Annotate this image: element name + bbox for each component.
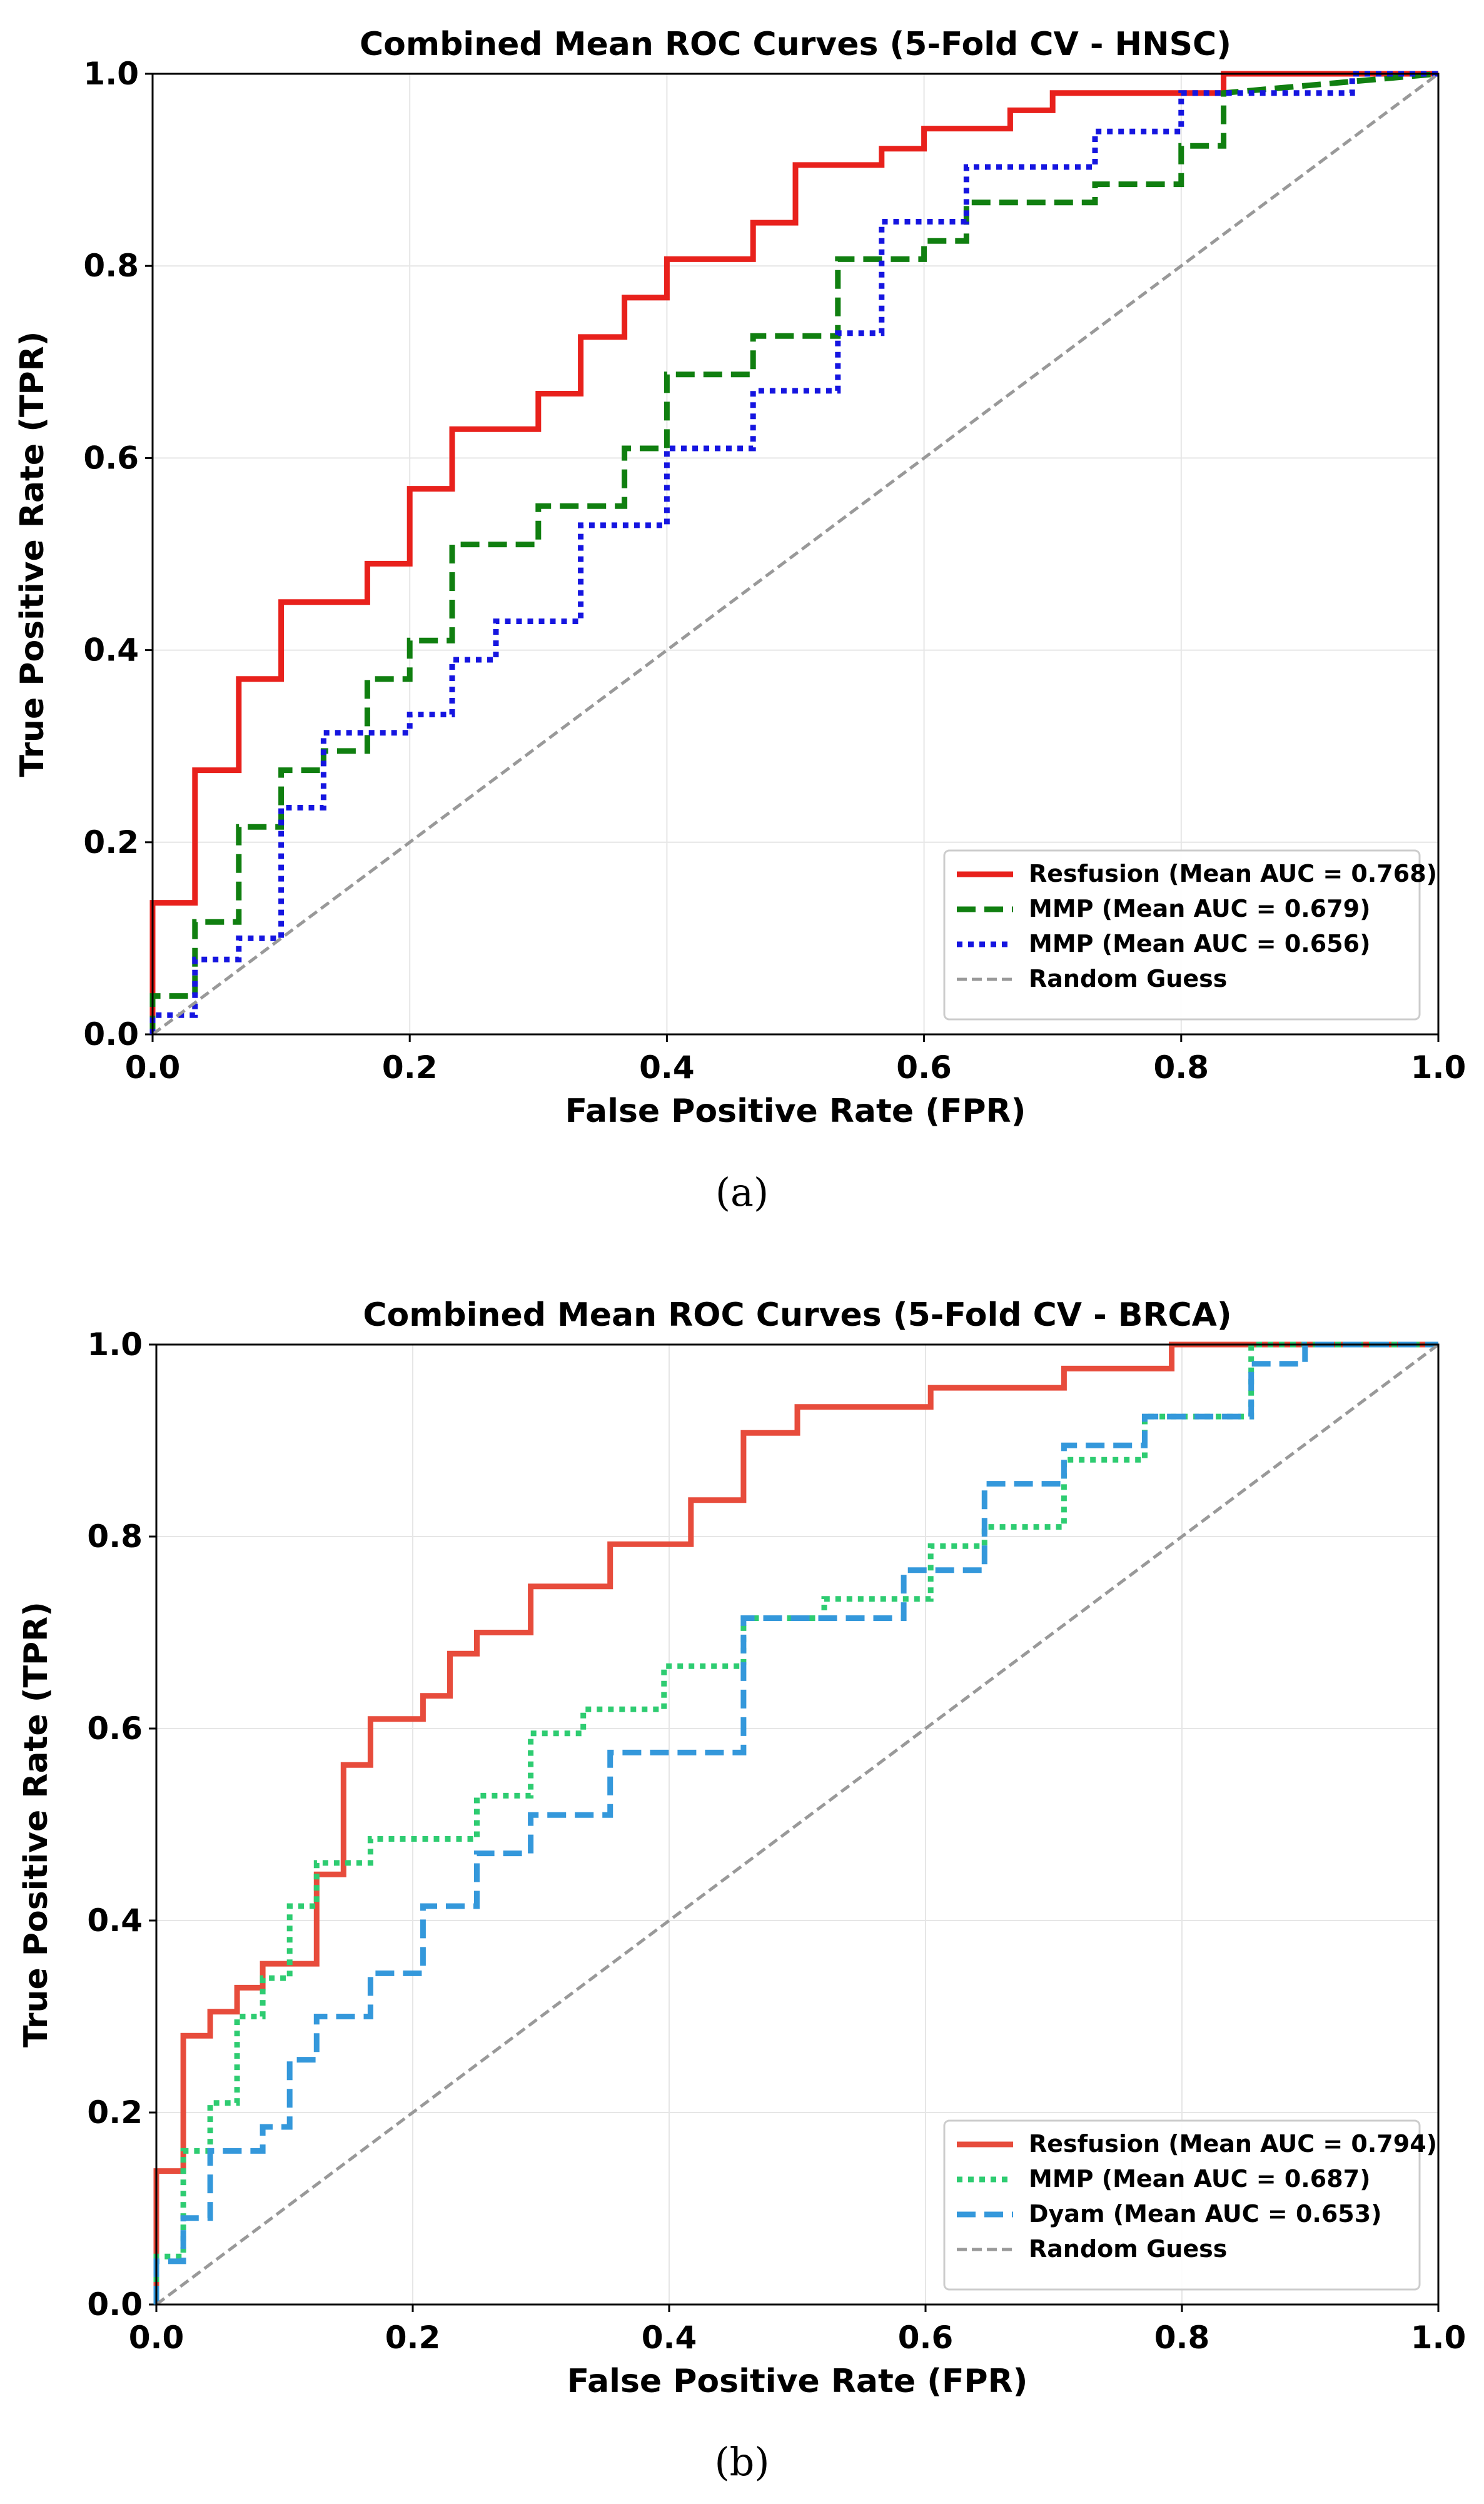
x-tick-label: 0.8	[1154, 2320, 1210, 2356]
y-tick-label: 0.0	[87, 2286, 143, 2323]
axes-frame	[155, 1343, 1440, 2306]
y-axis-label: True Positive Rate (TPR)	[18, 1602, 55, 2047]
axes-frame	[151, 73, 1440, 1036]
legend-entry-label: Dyam (Mean AUC = 0.653)	[1029, 2200, 1382, 2228]
y-axis-label: True Positive Rate (TPR)	[14, 331, 51, 777]
x-tick-label: 1.0	[1411, 1049, 1466, 1086]
legend-entry-label: MMP (Mean AUC = 0.679)	[1029, 895, 1370, 922]
roc-series-line-2	[153, 1341, 1438, 2305]
x-axis-label: False Positive Rate (FPR)	[565, 1093, 1026, 1130]
chart-title: Combined Mean ROC Curves (5-Fold CV - HN…	[360, 26, 1231, 63]
roc-series-line-0	[149, 71, 1438, 1034]
x-tick-label: 0.6	[896, 1049, 952, 1086]
chart-panel-0: 0.0 0.2 0.4 0.6 0.8 1.0 0.0 0.2 0.4 0.6 0.8 1.0 Comb…	[14, 26, 1466, 1130]
random-guess-line	[151, 72, 1440, 1036]
y-tick-label: 0.4	[83, 632, 139, 669]
subfigure-caption-b: (b)	[714, 2439, 770, 2485]
x-tick-label: 0.0	[125, 1049, 181, 1086]
x-tick-label: 0.2	[385, 2320, 441, 2356]
y-tick-label: 0.8	[83, 248, 139, 284]
x-axis-label: False Positive Rate (FPR)	[567, 2363, 1028, 2400]
subfigure-caption-a: (a)	[715, 1169, 769, 1215]
legend-entry-label: Resfusion (Mean AUC = 0.768)	[1029, 860, 1437, 887]
roc-series-line-1	[149, 71, 1439, 1034]
y-tick-label: 0.0	[83, 1016, 139, 1053]
roc-series-line-2	[149, 71, 1438, 1034]
y-tick-label: 0.6	[83, 440, 139, 476]
legend-entry-label: Random Guess	[1029, 2235, 1227, 2263]
y-tick-label: 0.6	[87, 1710, 143, 1747]
roc-series-line-0	[153, 1341, 1438, 2305]
y-tick-label: 0.2	[87, 2094, 143, 2131]
legend-box	[943, 2119, 1421, 2291]
x-tick-label: 0.8	[1154, 1049, 1209, 1086]
roc-series-line-1	[153, 1341, 1438, 2305]
legend-entry-label: Resfusion (Mean AUC = 0.794)	[1029, 2130, 1437, 2158]
random-guess-line	[155, 1343, 1440, 2306]
x-tick-label: 0.2	[382, 1049, 438, 1086]
x-tick-label: 1.0	[1411, 2320, 1466, 2356]
x-tick-label: 0.0	[129, 2320, 184, 2356]
x-tick-label: 0.4	[639, 1049, 695, 1086]
chart-title: Combined Mean ROC Curves (5-Fold CV - BR…	[363, 1296, 1231, 1334]
legend-entry-label: MMP (Mean AUC = 0.687)	[1029, 2165, 1370, 2193]
legend-entry-label: MMP (Mean AUC = 0.656)	[1029, 930, 1370, 957]
legend-box	[943, 849, 1421, 1021]
x-tick-label: 0.4	[642, 2320, 697, 2356]
y-tick-label: 0.8	[87, 1518, 143, 1555]
chart-panel-1: 0.0 0.2 0.4 0.6 0.8 1.0 0.0 0.2 0.4 0.6 0.8 1.0 Comb…	[18, 1296, 1466, 2400]
y-tick-label: 1.0	[87, 1326, 143, 1363]
legend-entry-label: Random Guess	[1029, 965, 1227, 992]
y-tick-label: 0.4	[87, 1902, 143, 1939]
y-tick-label: 0.2	[83, 824, 139, 861]
x-tick-label: 0.6	[898, 2320, 954, 2356]
y-tick-label: 1.0	[83, 56, 139, 92]
